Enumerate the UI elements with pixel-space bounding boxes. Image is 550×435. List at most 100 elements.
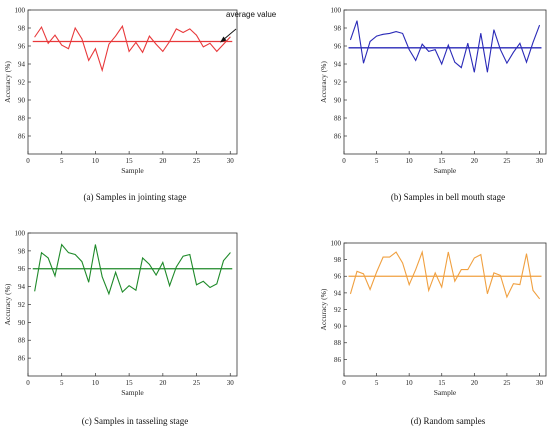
- data-point: [526, 61, 527, 63]
- data-point: [499, 49, 501, 50]
- x-tick-label: 5: [375, 379, 379, 387]
- data-point: [148, 263, 150, 265]
- data-point: [202, 280, 204, 282]
- y-tick-label: 86: [334, 132, 342, 140]
- x-axis-label: Sample: [434, 388, 457, 397]
- panel-caption: (c) Samples in tasseling stage: [82, 416, 188, 426]
- data-point: [196, 34, 197, 36]
- data-point: [532, 289, 534, 291]
- data-point: [142, 257, 144, 259]
- y-tick-label: 96: [18, 265, 26, 273]
- data-point: [95, 48, 96, 50]
- x-tick-label: 20: [159, 379, 167, 387]
- plot-frame: [343, 242, 547, 377]
- data-point: [189, 28, 191, 30]
- x-tick-label: 5: [60, 379, 64, 387]
- x-tick-label: 30: [227, 379, 235, 387]
- data-point: [121, 291, 123, 293]
- y-tick-label: 98: [334, 256, 342, 264]
- x-tick-label: 5: [375, 157, 379, 165]
- data-point: [61, 44, 63, 46]
- y-tick-label: 90: [334, 96, 342, 104]
- data-point: [81, 38, 83, 40]
- data-point: [389, 33, 391, 34]
- data-point: [74, 27, 76, 29]
- data-point: [115, 271, 117, 273]
- x-tick-label: 0: [26, 379, 30, 387]
- y-tick-label: 90: [334, 323, 342, 331]
- series-line: [349, 20, 541, 73]
- y-tick-label: 88: [334, 114, 342, 122]
- plot-frame: [27, 9, 238, 155]
- chart-panel-3: 86 88 90 92 94 96 98 100 0 5 10 15 20 25 30 Sample Accur…: [3, 229, 238, 426]
- data-point: [499, 275, 501, 276]
- data-point: [142, 51, 144, 53]
- x-tick-label: 20: [471, 379, 479, 387]
- data-point: [441, 286, 443, 288]
- y-tick-label: 88: [18, 114, 26, 122]
- x-tick-label: 15: [126, 157, 134, 165]
- data-point: [216, 283, 218, 285]
- x-axis-label: Sample: [121, 388, 144, 397]
- data-point: [108, 43, 110, 45]
- data-point: [47, 42, 49, 44]
- data-point: [519, 42, 521, 44]
- data-point: [175, 266, 177, 268]
- data-point: [54, 34, 56, 36]
- data-point: [54, 275, 56, 277]
- data-point: [135, 289, 137, 291]
- data-point: [369, 41, 371, 42]
- x-tick-label: 20: [471, 157, 479, 165]
- x-axis-label: Sample: [121, 166, 144, 175]
- average-value-annotation: average value: [226, 10, 277, 19]
- y-tick-label: 86: [334, 356, 342, 364]
- data-point: [128, 51, 130, 52]
- data-point: [395, 31, 397, 32]
- y-tick-label: 96: [18, 42, 26, 50]
- data-point: [493, 272, 495, 274]
- data-point: [162, 262, 164, 263]
- data-point: [428, 51, 430, 52]
- y-tick-label: 100: [15, 6, 26, 14]
- data-point: [209, 287, 211, 288]
- data-point: [486, 71, 488, 73]
- y-axis-label: Accuracy (%): [319, 61, 328, 103]
- data-point: [447, 251, 449, 253]
- annotation-arrow-head: [220, 36, 227, 43]
- panel-caption: (b) Samples in bell mouth stage: [391, 192, 505, 202]
- data-point: [223, 260, 224, 262]
- data-point: [526, 253, 527, 255]
- data-point: [513, 283, 514, 285]
- y-axis-label: Accuracy (%): [3, 283, 12, 325]
- chart-panel-1: 86 88 90 92 94 96 98 100 0 5 10 15 20 25 30 Sample Accur…: [3, 6, 277, 202]
- data-point: [473, 71, 475, 73]
- data-point: [460, 67, 462, 68]
- data-point: [229, 36, 231, 38]
- x-tick-label: 15: [438, 157, 446, 165]
- y-axis-label: Accuracy (%): [319, 288, 328, 330]
- data-point: [376, 35, 377, 37]
- data-point: [155, 274, 157, 276]
- x-tick-label: 20: [159, 157, 167, 165]
- data-point: [350, 39, 351, 41]
- data-point: [408, 284, 410, 285]
- y-axis-label: Accuracy (%): [3, 61, 12, 103]
- y-tick-label: 86: [18, 355, 26, 363]
- data-point: [428, 289, 430, 291]
- data-point: [389, 256, 391, 258]
- panel-caption: (d) Random samples: [411, 416, 486, 426]
- data-point: [121, 25, 123, 27]
- data-point: [216, 51, 218, 52]
- data-point: [421, 43, 423, 45]
- data-point: [369, 289, 371, 290]
- data-point: [519, 284, 521, 285]
- data-point: [229, 252, 231, 254]
- x-tick-label: 25: [193, 379, 201, 387]
- x-tick-label: 0: [342, 379, 346, 387]
- data-point: [223, 43, 224, 45]
- x-tick-label: 25: [193, 157, 201, 165]
- y-tick-label: 88: [334, 339, 342, 347]
- y-tick-label: 98: [18, 247, 26, 255]
- y-tick-label: 96: [334, 42, 342, 50]
